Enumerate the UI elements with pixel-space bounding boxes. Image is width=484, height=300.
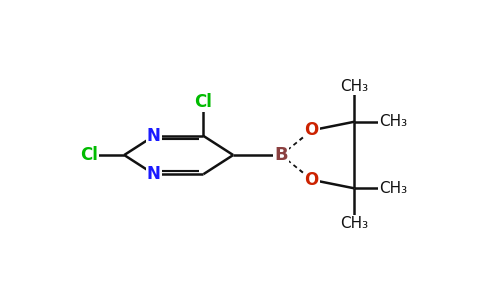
Text: N: N — [147, 127, 161, 145]
Text: CH₃: CH₃ — [379, 114, 407, 129]
Text: Cl: Cl — [80, 146, 98, 164]
Text: CH₃: CH₃ — [340, 216, 368, 231]
Text: O: O — [304, 171, 319, 189]
Text: B: B — [274, 146, 288, 164]
Text: N: N — [147, 165, 161, 183]
Text: Cl: Cl — [195, 93, 212, 111]
Text: O: O — [304, 121, 319, 139]
Text: CH₃: CH₃ — [340, 79, 368, 94]
Text: CH₃: CH₃ — [379, 181, 407, 196]
